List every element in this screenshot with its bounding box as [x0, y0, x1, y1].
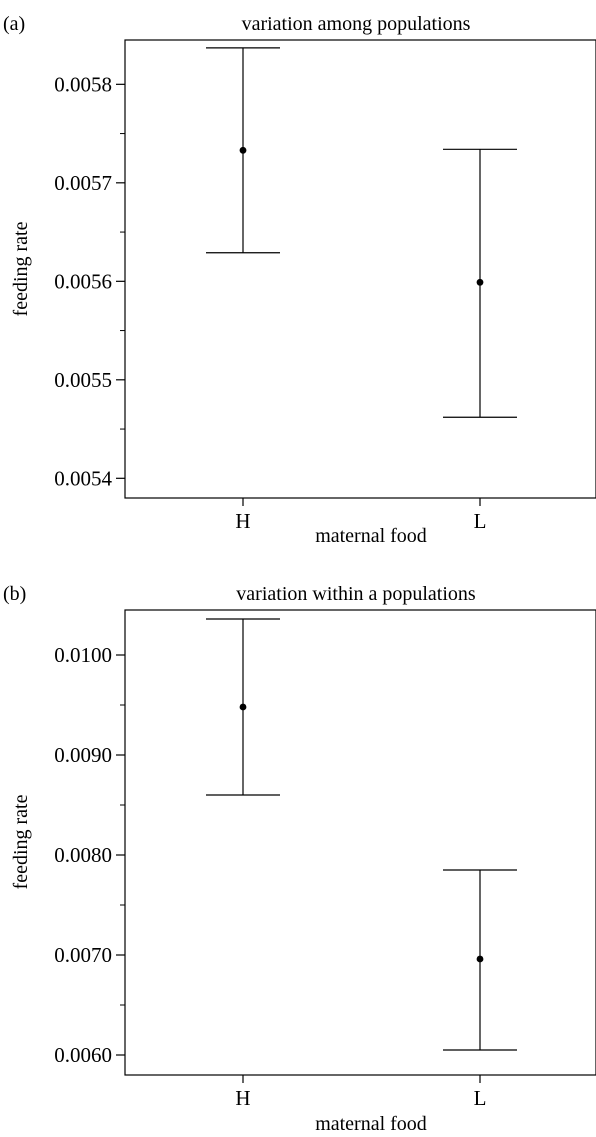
y-tick-label: 0.0080 — [54, 843, 112, 867]
y-tick-label: 0.0055 — [54, 368, 112, 392]
x-tick-label: H — [235, 1086, 250, 1110]
panel-a-label: (a) — [3, 13, 25, 35]
y-tick-label: 0.0056 — [54, 269, 112, 293]
panel-b-label: (b) — [3, 583, 26, 605]
panel-a-y-axis-label: feeding rate — [10, 221, 32, 316]
x-tick-label: L — [474, 1086, 487, 1110]
x-tick-label: H — [235, 509, 250, 533]
y-tick-label: 0.0060 — [54, 1043, 112, 1067]
panel-b: (b) variation within a populations feedi… — [3, 583, 596, 1135]
y-tick-label: 0.0058 — [54, 72, 112, 96]
y-tick-label: 0.0100 — [54, 643, 112, 667]
panel-b-title: variation within a populations — [236, 583, 476, 605]
mean-point-L — [476, 278, 484, 286]
x-tick-label: L — [474, 509, 487, 533]
panel-a-x-axis-label: maternal food — [315, 525, 427, 547]
panel-b-y-ticks: 0.0060 0.0070 0.0080 0.0090 0.0100 — [54, 643, 125, 1067]
panel-a-marks — [206, 47, 517, 418]
panel-b-x-axis-label: maternal food — [315, 1113, 427, 1135]
y-tick-label: 0.0090 — [54, 743, 112, 767]
panel-a-y-ticks: 0.0054 0.0055 0.0056 0.0057 0.0058 — [54, 72, 125, 490]
panel-a-title: variation among populations — [242, 13, 471, 35]
y-tick-label: 0.0070 — [54, 943, 112, 967]
mean-point-H — [239, 703, 247, 711]
panel-a: (a) variation among populations feeding … — [3, 13, 596, 547]
panel-b-plot-frame — [124, 609, 596, 1076]
panel-a-plot-frame — [124, 39, 596, 499]
panel-b-marks — [206, 618, 517, 1051]
y-tick-label: 0.0057 — [54, 171, 112, 195]
panel-b-y-axis-label: feeding rate — [10, 794, 32, 889]
y-tick-label: 0.0054 — [54, 466, 112, 490]
mean-point-L — [476, 955, 484, 963]
mean-point-H — [239, 146, 247, 154]
